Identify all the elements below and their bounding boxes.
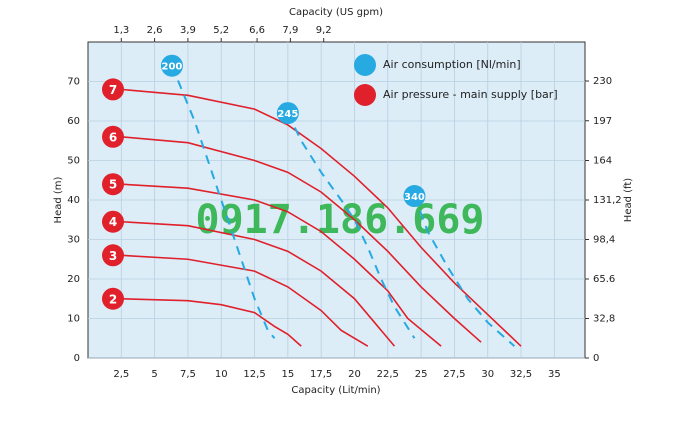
legend-marker <box>354 84 376 106</box>
top-axis-title: Capacity (US gpm) <box>289 7 383 18</box>
x-tick-label: 27,5 <box>443 369 465 380</box>
curve <box>286 112 416 339</box>
curve <box>121 297 302 347</box>
x-tick-label: 25 <box>415 369 428 380</box>
series-badge <box>102 125 124 148</box>
y2-tick-label: 65.6 <box>593 274 615 285</box>
series-badge <box>102 287 124 310</box>
series-label: 4 <box>109 215 117 229</box>
y-tick-label: 0 <box>74 353 80 364</box>
y2-tick-label: 131,2 <box>593 195 622 206</box>
curve <box>171 65 276 339</box>
series-label: 200 <box>162 62 183 73</box>
series-badge <box>102 210 124 233</box>
x-tick-label: 15 <box>281 369 294 380</box>
y2-tick-label: 98,4 <box>593 235 615 246</box>
x-tick-label: 17,5 <box>310 369 332 380</box>
curve <box>413 195 516 347</box>
x2-tick-label: 5,2 <box>213 25 229 36</box>
x-tick-label: 7,5 <box>180 369 196 380</box>
y-axis-title: Head (m) <box>53 176 64 223</box>
x-tick-label: 35 <box>548 369 561 380</box>
series-badge <box>102 173 124 196</box>
y-tick-label: 20 <box>67 274 80 285</box>
x2-tick-label: 7,9 <box>282 25 298 36</box>
y2-tick-label: 230 <box>593 76 612 87</box>
y2-tick-label: 164 <box>593 156 612 167</box>
x2-tick-label: 1,3 <box>113 25 129 36</box>
curve <box>121 183 442 347</box>
x-tick-label: 5 <box>151 369 157 380</box>
legend-label: Air consumption [Nl/min] <box>383 58 521 71</box>
curve <box>121 254 369 347</box>
series-label: 3 <box>109 249 117 263</box>
x-tick-label: 10 <box>215 369 228 380</box>
series-badge <box>403 185 426 208</box>
legend-marker <box>354 54 376 76</box>
x-tick-label: 2,5 <box>113 369 129 380</box>
series-label: 7 <box>109 83 117 97</box>
series-label: 340 <box>404 192 425 203</box>
y-tick-label: 70 <box>67 77 80 88</box>
series-label: 245 <box>277 109 298 120</box>
series-badge <box>160 54 183 77</box>
x-tick-label: 32,5 <box>510 369 532 380</box>
series-label: 6 <box>109 130 117 144</box>
y2-tick-label: 32,8 <box>593 314 615 325</box>
x-tick-label: 20 <box>348 369 361 380</box>
curve <box>121 136 482 343</box>
curve <box>121 220 396 347</box>
x2-tick-label: 3,9 <box>180 25 196 36</box>
series-label: 2 <box>109 292 117 306</box>
x2-tick-label: 9,2 <box>316 25 332 36</box>
x-tick-label: 22,5 <box>377 369 399 380</box>
y-tick-label: 30 <box>67 235 80 246</box>
series-badge <box>102 78 124 101</box>
legend-label: Air pressure - main supply [bar] <box>383 88 558 101</box>
y-tick-label: 40 <box>67 195 80 206</box>
y-tick-label: 60 <box>67 116 80 127</box>
y2-axis-title: Head (ft) <box>623 178 634 222</box>
curve <box>121 88 522 347</box>
y-tick-label: 50 <box>67 156 80 167</box>
x-tick-label: 30 <box>481 369 494 380</box>
y-tick-label: 10 <box>67 314 80 325</box>
series-badge <box>276 102 299 125</box>
x-tick-label: 12,5 <box>243 369 265 380</box>
x-axis-title: Capacity (Lit/min) <box>291 385 380 396</box>
y2-tick-label: 197 <box>593 116 612 127</box>
series-label: 5 <box>109 178 117 192</box>
x2-tick-label: 2,6 <box>147 25 163 36</box>
watermark: 0917.186.669 <box>196 197 485 243</box>
series-badge <box>102 244 124 267</box>
x2-tick-label: 6,6 <box>249 25 265 36</box>
y2-tick-label: 0 <box>593 353 599 364</box>
